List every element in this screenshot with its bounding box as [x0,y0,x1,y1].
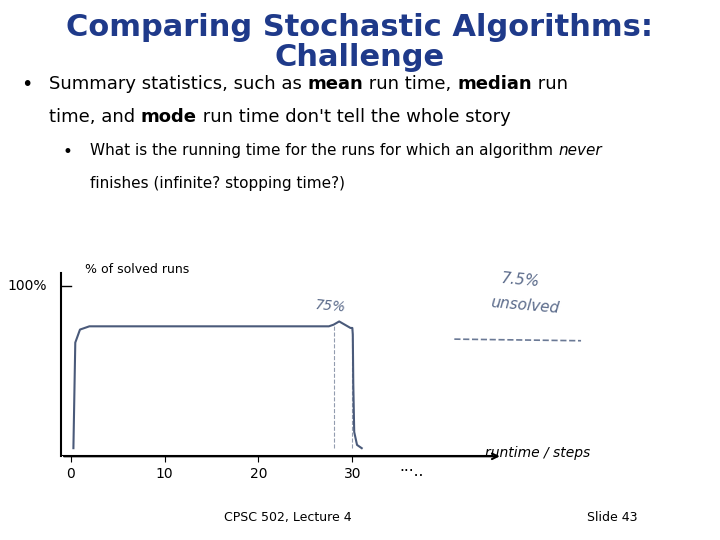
Text: mean: mean [307,75,364,92]
Text: time, and: time, and [49,107,141,126]
Text: run time don't tell the whole story: run time don't tell the whole story [197,107,510,126]
Text: never: never [558,143,602,158]
Text: run time,: run time, [364,75,457,92]
Text: •: • [63,143,73,160]
Text: unsolved: unsolved [490,295,559,316]
Text: % of solved runs: % of solved runs [85,263,189,276]
Text: 75%: 75% [315,298,347,315]
Text: CPSC 502, Lecture 4: CPSC 502, Lecture 4 [224,511,352,524]
Text: Challenge: Challenge [275,43,445,72]
Text: Slide 43: Slide 43 [587,511,637,524]
Text: mode: mode [141,107,197,126]
Text: median: median [457,75,532,92]
Text: Comparing Stochastic Algorithms:: Comparing Stochastic Algorithms: [66,14,654,43]
Text: ···..: ···.. [400,464,423,480]
Text: •: • [22,75,32,93]
Text: finishes (infinite? stopping time?): finishes (infinite? stopping time?) [91,176,346,191]
Text: run: run [532,75,568,92]
Text: What is the running time for the runs for which an algorithm: What is the running time for the runs fo… [91,143,558,158]
Text: 100%: 100% [8,279,47,293]
Text: runtime / steps: runtime / steps [485,446,590,460]
Text: Summary statistics, such as: Summary statistics, such as [49,75,307,92]
Text: 7.5%: 7.5% [500,271,541,289]
